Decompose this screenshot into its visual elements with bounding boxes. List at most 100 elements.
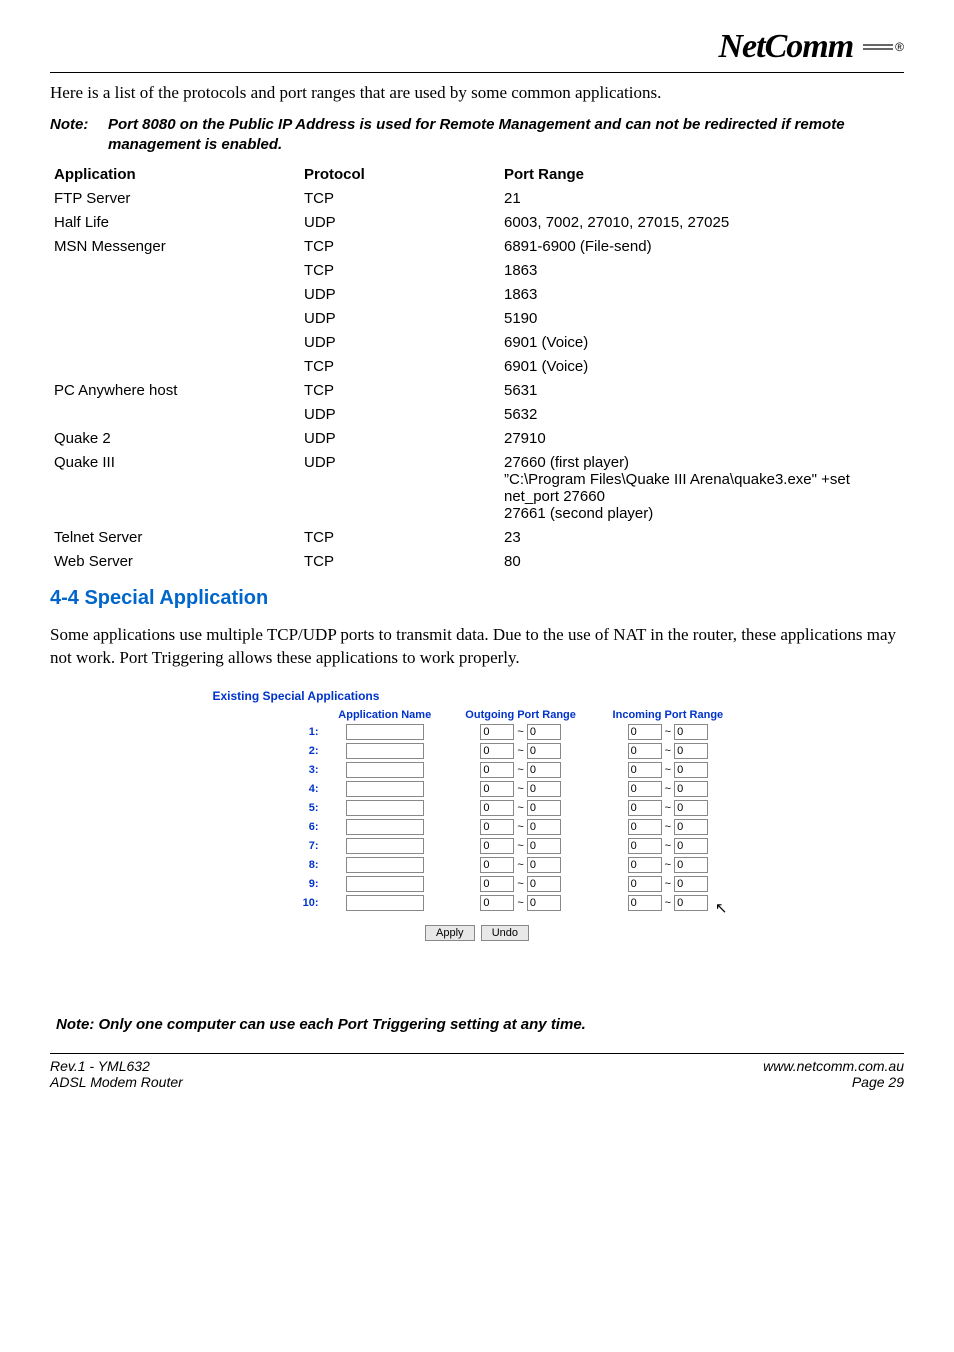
- app-name-input[interactable]: [346, 800, 424, 816]
- tilde-separator: ~: [514, 783, 526, 795]
- table-row: Half LifeUDP6003, 7002, 27010, 27015, 27…: [50, 210, 904, 234]
- incoming-port-from-input[interactable]: [628, 819, 662, 835]
- outgoing-range-cell: ~: [447, 761, 594, 780]
- logo-stripes-icon: [863, 44, 893, 50]
- incoming-range-cell: ~: [594, 723, 741, 742]
- special-app-row: 3:~~: [213, 761, 742, 780]
- incoming-port-to-input[interactable]: [674, 724, 708, 740]
- app-name-input[interactable]: [346, 857, 424, 873]
- footer-product: ADSL Modem Router: [50, 1074, 183, 1090]
- apply-button[interactable]: Apply: [425, 925, 475, 941]
- footer-left: Rev.1 - YML632 ADSL Modem Router: [50, 1058, 183, 1090]
- incoming-port-to-input[interactable]: [674, 857, 708, 873]
- cell-application: Web Server: [50, 549, 300, 573]
- note-label: Note:: [50, 115, 108, 154]
- outgoing-port-from-input[interactable]: [480, 781, 514, 797]
- cell-protocol: TCP: [300, 378, 500, 402]
- incoming-port-from-input[interactable]: [628, 724, 662, 740]
- incoming-port-to-input[interactable]: [674, 819, 708, 835]
- outgoing-port-to-input[interactable]: [527, 857, 561, 873]
- outgoing-port-to-input[interactable]: [527, 743, 561, 759]
- incoming-port-to-input[interactable]: [674, 838, 708, 854]
- outgoing-port-from-input[interactable]: [480, 743, 514, 759]
- note-single-computer: Note: Only one computer can use each Por…: [56, 1016, 904, 1033]
- outgoing-port-to-input[interactable]: [527, 762, 561, 778]
- row-number: 1:: [213, 723, 323, 742]
- table-row: Web ServerTCP80: [50, 549, 904, 573]
- cell-protocol: TCP: [300, 525, 500, 549]
- cursor-arrow-icon: ↖: [715, 899, 728, 917]
- incoming-port-to-input[interactable]: [674, 762, 708, 778]
- app-name-input[interactable]: [346, 724, 424, 740]
- tilde-separator: ~: [662, 802, 674, 814]
- app-name-input[interactable]: [346, 819, 424, 835]
- row-number: 8:: [213, 856, 323, 875]
- app-name-input[interactable]: [346, 762, 424, 778]
- cell-port-range: 5631: [500, 378, 904, 402]
- app-name-input[interactable]: [346, 743, 424, 759]
- incoming-port-to-input[interactable]: [674, 895, 708, 911]
- special-app-row: 6:~~: [213, 818, 742, 837]
- outgoing-range-cell: ~: [447, 742, 594, 761]
- footer-rev: Rev.1 - YML632: [50, 1058, 183, 1074]
- tilde-separator: ~: [514, 745, 526, 757]
- incoming-range-cell: ~: [594, 761, 741, 780]
- outgoing-port-to-input[interactable]: [527, 838, 561, 854]
- outgoing-port-to-input[interactable]: [527, 895, 561, 911]
- incoming-port-from-input[interactable]: [628, 800, 662, 816]
- row-number: 7:: [213, 837, 323, 856]
- outgoing-port-to-input[interactable]: [527, 876, 561, 892]
- special-app-row: 10:~~: [213, 894, 742, 913]
- outgoing-port-from-input[interactable]: [480, 819, 514, 835]
- cell-protocol: TCP: [300, 354, 500, 378]
- incoming-port-from-input[interactable]: [628, 781, 662, 797]
- outgoing-port-from-input[interactable]: [480, 762, 514, 778]
- row-number: 9:: [213, 875, 323, 894]
- incoming-port-to-input[interactable]: [674, 743, 708, 759]
- tilde-separator: ~: [662, 745, 674, 757]
- outgoing-port-from-input[interactable]: [480, 876, 514, 892]
- app-name-input[interactable]: [346, 838, 424, 854]
- incoming-port-from-input[interactable]: [628, 895, 662, 911]
- app-name-input[interactable]: [346, 895, 424, 911]
- incoming-range-cell: ~: [594, 837, 741, 856]
- cell-port-range: 80: [500, 549, 904, 573]
- outgoing-port-from-input[interactable]: [480, 857, 514, 873]
- outgoing-port-from-input[interactable]: [480, 838, 514, 854]
- cell-application: Telnet Server: [50, 525, 300, 549]
- incoming-port-to-input[interactable]: [674, 781, 708, 797]
- cell-application: Quake 2: [50, 426, 300, 450]
- outgoing-port-from-input[interactable]: [480, 800, 514, 816]
- cell-protocol: TCP: [300, 234, 500, 258]
- table-row: FTP ServerTCP21: [50, 186, 904, 210]
- outgoing-port-to-input[interactable]: [527, 819, 561, 835]
- tilde-separator: ~: [514, 859, 526, 871]
- incoming-port-to-input[interactable]: [674, 876, 708, 892]
- incoming-port-to-input[interactable]: [674, 800, 708, 816]
- undo-button[interactable]: Undo: [481, 925, 529, 941]
- app-name-input[interactable]: [346, 781, 424, 797]
- incoming-port-from-input[interactable]: [628, 743, 662, 759]
- incoming-port-from-input[interactable]: [628, 838, 662, 854]
- cell-port-range: 23: [500, 525, 904, 549]
- outgoing-port-to-input[interactable]: [527, 724, 561, 740]
- tilde-separator: ~: [662, 764, 674, 776]
- incoming-port-from-input[interactable]: [628, 857, 662, 873]
- incoming-port-from-input[interactable]: [628, 876, 662, 892]
- outgoing-range-cell: ~: [447, 894, 594, 913]
- cell-port-range: 6901 (Voice): [500, 330, 904, 354]
- outgoing-port-from-input[interactable]: [480, 724, 514, 740]
- cell-protocol: UDP: [300, 282, 500, 306]
- outgoing-port-from-input[interactable]: [480, 895, 514, 911]
- outgoing-port-to-input[interactable]: [527, 781, 561, 797]
- footer-rule: [50, 1053, 904, 1054]
- outgoing-port-to-input[interactable]: [527, 800, 561, 816]
- app-name-cell: [323, 875, 447, 894]
- incoming-range-cell: ~: [594, 875, 741, 894]
- app-name-input[interactable]: [346, 876, 424, 892]
- outgoing-range-cell: ~: [447, 818, 594, 837]
- cell-port-range: 27660 (first player)”C:\Program Files\Qu…: [500, 450, 904, 525]
- tilde-separator: ~: [514, 821, 526, 833]
- special-app-row: 1:~~: [213, 723, 742, 742]
- incoming-port-from-input[interactable]: [628, 762, 662, 778]
